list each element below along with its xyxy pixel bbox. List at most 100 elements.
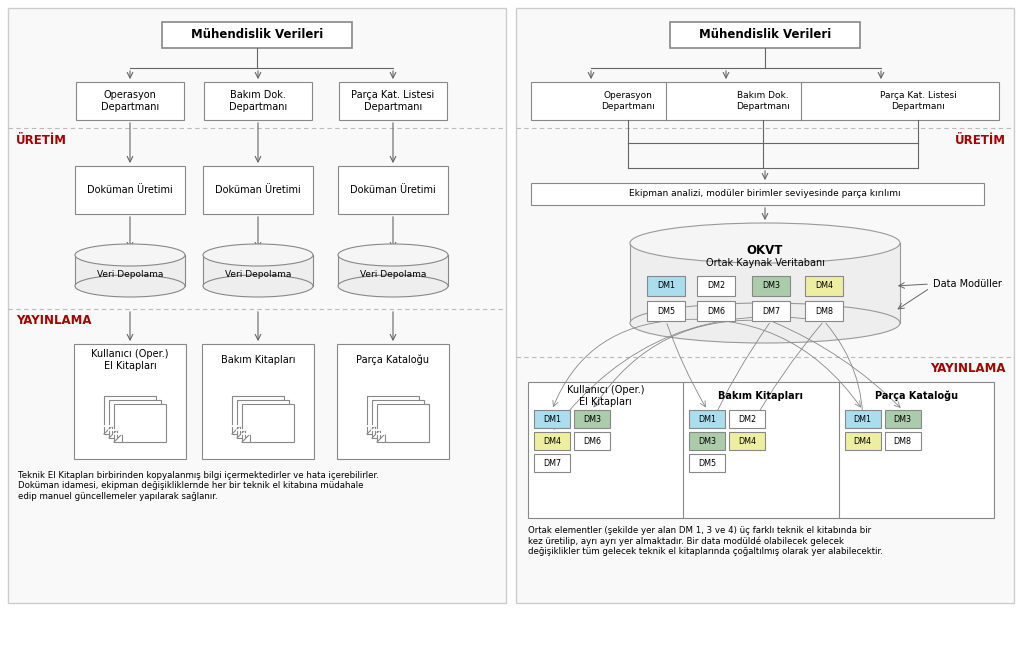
Bar bbox=[885, 410, 921, 428]
Bar bbox=[574, 410, 610, 428]
Bar bbox=[697, 276, 735, 296]
Ellipse shape bbox=[75, 244, 185, 266]
Text: Doküman Üretimi: Doküman Üretimi bbox=[87, 185, 173, 195]
Text: DM1: DM1 bbox=[854, 415, 871, 424]
Text: DM2: DM2 bbox=[707, 281, 725, 291]
Bar bbox=[752, 301, 790, 321]
Bar bbox=[162, 22, 352, 48]
Text: DM6: DM6 bbox=[707, 307, 725, 316]
Text: DM7: DM7 bbox=[762, 307, 780, 316]
Text: Mühendislik Verileri: Mühendislik Verileri bbox=[190, 28, 324, 41]
Bar bbox=[237, 400, 289, 438]
Bar bbox=[339, 82, 447, 120]
Bar bbox=[534, 454, 570, 472]
Text: DM3: DM3 bbox=[698, 437, 717, 446]
Ellipse shape bbox=[630, 223, 900, 263]
Text: DM4: DM4 bbox=[854, 437, 871, 446]
Bar bbox=[104, 396, 156, 434]
Text: Parça Kat. Listesi
Departmanı: Parça Kat. Listesi Departmanı bbox=[351, 90, 434, 112]
Text: Bakım Dok.
Departmanı: Bakım Dok. Departmanı bbox=[229, 90, 287, 112]
Text: Operasyon
Departmanı: Operasyon Departmanı bbox=[601, 91, 655, 111]
Text: DM5: DM5 bbox=[698, 459, 717, 468]
Bar bbox=[516, 8, 1014, 603]
Bar bbox=[752, 276, 790, 296]
Ellipse shape bbox=[203, 275, 313, 297]
Bar bbox=[574, 432, 610, 450]
Text: ÜRETİM: ÜRETİM bbox=[955, 133, 1006, 146]
Text: DM3: DM3 bbox=[894, 415, 911, 424]
Bar bbox=[337, 344, 449, 459]
Text: Veri Depolama: Veri Depolama bbox=[225, 270, 291, 279]
Ellipse shape bbox=[630, 303, 900, 343]
Ellipse shape bbox=[338, 275, 449, 297]
Ellipse shape bbox=[203, 244, 313, 266]
Bar bbox=[372, 400, 424, 438]
Text: DM4: DM4 bbox=[543, 437, 561, 446]
Ellipse shape bbox=[338, 244, 449, 266]
Bar bbox=[805, 276, 843, 296]
Text: OKVT: OKVT bbox=[746, 245, 783, 258]
Bar bbox=[647, 301, 685, 321]
Bar bbox=[338, 255, 449, 286]
Text: YAYINLAMA: YAYINLAMA bbox=[931, 362, 1006, 375]
Bar bbox=[204, 82, 312, 120]
Text: Doküman Üretimi: Doküman Üretimi bbox=[350, 185, 436, 195]
Text: DM6: DM6 bbox=[583, 437, 601, 446]
Text: DM5: DM5 bbox=[657, 307, 675, 316]
Bar bbox=[242, 404, 294, 442]
Text: Kullanıcı (Oper.)
El Kitapları: Kullanıcı (Oper.) El Kitapları bbox=[567, 385, 644, 407]
Text: Mühendislik Verileri: Mühendislik Verileri bbox=[698, 28, 831, 41]
Bar bbox=[845, 410, 881, 428]
Bar bbox=[114, 404, 166, 442]
Bar bbox=[885, 432, 921, 450]
Text: Bakım Kitapları: Bakım Kitapları bbox=[719, 391, 804, 401]
Text: Ekipman analizi, modüler birimler seviyesinde parça kırılımı: Ekipman analizi, modüler birimler seviye… bbox=[629, 190, 901, 199]
Text: YAYINLAMA: YAYINLAMA bbox=[16, 314, 91, 327]
Text: DM8: DM8 bbox=[894, 437, 911, 446]
Text: DM2: DM2 bbox=[738, 415, 757, 424]
Text: Doküman Üretimi: Doküman Üretimi bbox=[215, 185, 301, 195]
Bar bbox=[8, 8, 506, 603]
Bar bbox=[203, 255, 313, 286]
Bar bbox=[689, 454, 725, 472]
Bar bbox=[75, 255, 185, 286]
Text: DM1: DM1 bbox=[543, 415, 561, 424]
Bar bbox=[729, 432, 765, 450]
Text: Ortak Kaynak Veritabanı: Ortak Kaynak Veritabanı bbox=[706, 258, 824, 268]
Text: Parça Kataloğu: Parça Kataloğu bbox=[356, 355, 429, 366]
Text: ÜRETİM: ÜRETİM bbox=[16, 133, 67, 146]
Text: DM1: DM1 bbox=[698, 415, 717, 424]
Bar bbox=[805, 301, 843, 321]
Bar bbox=[109, 400, 161, 438]
Bar bbox=[534, 410, 570, 428]
Bar bbox=[232, 396, 284, 434]
Text: Ortak elementler (şekilde yer alan DM 1, 3 ve 4) üç farklı teknik el kitabında b: Ortak elementler (şekilde yer alan DM 1,… bbox=[528, 526, 883, 556]
Bar bbox=[203, 166, 313, 214]
Bar bbox=[670, 22, 860, 48]
Bar bbox=[531, 82, 999, 120]
Bar bbox=[534, 432, 570, 450]
Text: DM8: DM8 bbox=[815, 307, 833, 316]
Text: Parça Kat. Listesi
Departmanı: Parça Kat. Listesi Departmanı bbox=[880, 91, 956, 111]
Text: Bakım Kitapları: Bakım Kitapları bbox=[221, 355, 295, 365]
Text: Veri Depolama: Veri Depolama bbox=[359, 270, 426, 279]
Bar bbox=[531, 183, 984, 205]
Ellipse shape bbox=[75, 275, 185, 297]
Text: DM1: DM1 bbox=[657, 281, 675, 291]
Text: DM7: DM7 bbox=[543, 459, 561, 468]
Bar bbox=[845, 432, 881, 450]
Bar bbox=[630, 243, 900, 323]
Bar bbox=[76, 82, 184, 120]
Text: DM4: DM4 bbox=[738, 437, 757, 446]
Bar bbox=[367, 396, 419, 434]
Bar bbox=[729, 410, 765, 428]
Bar bbox=[697, 301, 735, 321]
Text: Parça Kataloğu: Parça Kataloğu bbox=[874, 391, 957, 401]
Text: Veri Depolama: Veri Depolama bbox=[97, 270, 163, 279]
Text: DM3: DM3 bbox=[583, 415, 601, 424]
Text: Kullanıcı (Oper.)
El Kitapları: Kullanıcı (Oper.) El Kitapları bbox=[91, 349, 169, 371]
Text: Teknik El Kitapları birbirinden kopyalanmış bilgi içermektedirler ve hata içereb: Teknik El Kitapları birbirinden kopyalan… bbox=[18, 471, 379, 501]
Text: DM4: DM4 bbox=[815, 281, 833, 291]
Bar bbox=[74, 344, 186, 459]
Bar bbox=[689, 432, 725, 450]
